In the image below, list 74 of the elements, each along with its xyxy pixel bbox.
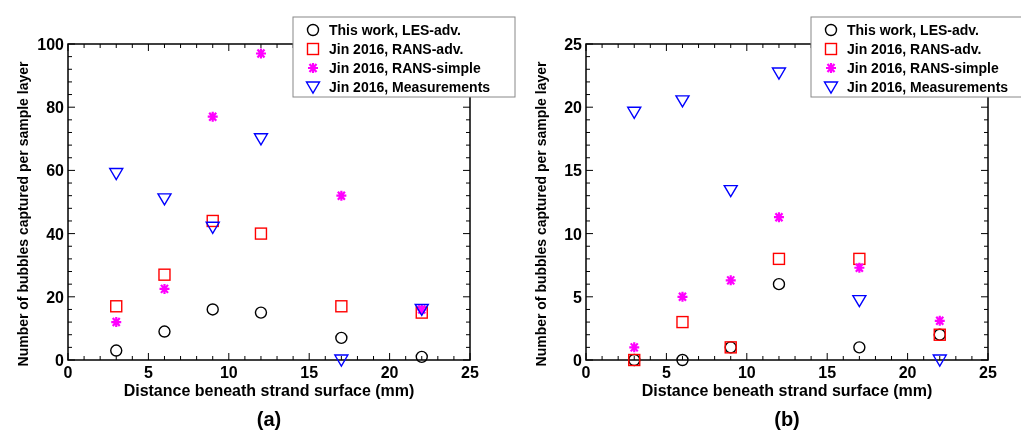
- legend-label: Jin 2016, RANS-adv.: [329, 41, 464, 57]
- point: [933, 314, 946, 327]
- x-tick-label: 25: [461, 364, 479, 381]
- point: [853, 252, 866, 266]
- x-axis-title: Distance beneath strand surface (mm): [641, 382, 933, 399]
- y-tick-label: 40: [46, 225, 65, 243]
- point: [772, 211, 786, 224]
- y-tick-label: 80: [46, 99, 65, 117]
- point: [254, 306, 268, 319]
- point: [772, 277, 786, 291]
- y-tick-label: 5: [573, 288, 583, 306]
- x-tick-label: 25: [979, 364, 997, 381]
- point: [675, 95, 690, 108]
- y-tick-label: 20: [564, 99, 583, 117]
- point: [628, 341, 641, 354]
- x-tick-label: 20: [380, 364, 399, 381]
- text: (a): [256, 408, 282, 430]
- point: [157, 193, 172, 206]
- y-tick-label: 100: [37, 36, 65, 53]
- x-tick-label: 10: [737, 364, 756, 381]
- point: [206, 303, 219, 316]
- point: [724, 274, 737, 287]
- point: [110, 344, 123, 357]
- x-axis-title: Distance beneath strand surface (mm): [123, 382, 415, 399]
- point: [254, 47, 268, 60]
- point: [723, 184, 738, 198]
- y-tick-label: 25: [564, 36, 583, 53]
- legend-label: Jin 2016, RANS-adv.: [847, 41, 982, 57]
- y-tick-label: 0: [55, 352, 65, 369]
- y-tick-label: 0: [573, 352, 583, 369]
- point: [206, 214, 219, 228]
- x-tick-label: 20: [898, 364, 917, 381]
- legend-label: Jin 2016, RANS-simple: [847, 60, 999, 76]
- legend-label: This work, LES-adv.: [847, 22, 979, 38]
- y-axis-title: Number of bubbles captured per sample layer: [533, 60, 549, 367]
- x-tick-label: 5: [143, 364, 153, 381]
- point: [254, 227, 268, 240]
- point: [853, 261, 866, 274]
- point: [109, 167, 124, 181]
- point: [205, 221, 220, 234]
- point: [206, 110, 219, 123]
- point: [335, 300, 348, 313]
- point: [158, 325, 171, 338]
- x-tick-label: 10: [219, 364, 238, 381]
- point: [334, 354, 349, 367]
- point: [335, 189, 348, 202]
- point: [676, 315, 689, 329]
- point: [771, 67, 787, 80]
- point: [676, 290, 689, 303]
- y-tick-label: 10: [564, 225, 583, 243]
- text: (b): [774, 408, 800, 430]
- point: [676, 353, 689, 367]
- legend-label: Jin 2016, Measurements: [329, 79, 491, 95]
- y-tick-label: 20: [46, 288, 65, 306]
- point: [853, 341, 866, 354]
- y-tick-label: 60: [46, 162, 65, 180]
- point: [415, 350, 428, 364]
- y-axis-title: Number of bubbles captured per sample layer: [15, 60, 31, 367]
- point: [627, 106, 642, 119]
- point: [852, 294, 867, 308]
- legend-label: Jin 2016, Measurements: [847, 79, 1009, 95]
- point: [158, 268, 171, 281]
- x-tick-label: 15: [818, 364, 837, 381]
- point: [932, 354, 947, 367]
- point: [253, 133, 269, 146]
- legend-label: This work, LES-adv.: [329, 22, 461, 38]
- point: [110, 315, 123, 329]
- x-tick-label: 5: [661, 364, 671, 381]
- x-tick-label: 15: [300, 364, 319, 381]
- point: [110, 300, 123, 313]
- point: [335, 331, 348, 345]
- y-tick-label: 15: [564, 162, 583, 180]
- legend-label: Jin 2016, RANS-simple: [329, 60, 481, 76]
- point: [772, 252, 786, 266]
